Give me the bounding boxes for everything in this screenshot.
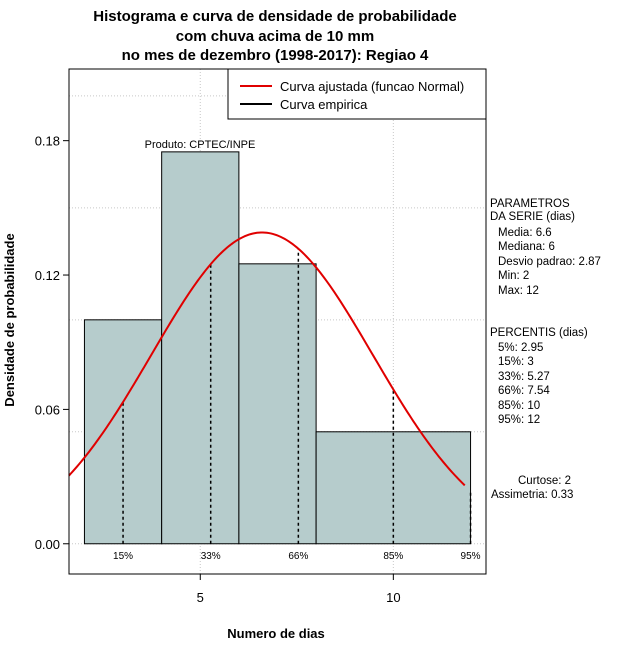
percentil-5: 5%: 2.95: [498, 342, 543, 354]
legend-label-empirical: Curva empirica: [280, 97, 368, 112]
y-axis-label: Densidade de probabilidade: [2, 233, 17, 406]
percentile-lines-layer: 15% 33% 66% 85% 95%: [113, 248, 481, 562]
chart-title-line-2: com chuva acima de 10 mm: [176, 28, 374, 45]
percentil-33: 33%: 5.27: [498, 371, 550, 383]
legend-label-normal: Curva ajustada (funcao Normal): [280, 79, 464, 94]
params-heading-2: DA SERIE (dias): [490, 211, 575, 223]
histogram-bar-0: [83, 319, 163, 545]
percentil-66: 66%: 7.54: [498, 385, 550, 397]
normal-curve: [68, 231, 466, 487]
param-min: Min: 2: [498, 270, 529, 282]
percentil-15: 15%: 3: [498, 356, 534, 368]
percentile-label-2: 66%: [288, 551, 308, 562]
y-tick-label-2: 0.12: [35, 268, 60, 283]
percentile-label-0: 15%: [113, 551, 133, 562]
x-tick-label-1: 10: [386, 590, 400, 605]
chart-title-line-1: Histograma e curva de densidade de proba…: [93, 8, 456, 25]
legend-box: [227, 68, 487, 120]
params-heading-1: PARAMETROS: [490, 198, 570, 210]
percentis-heading: PERCENTIS (dias): [490, 327, 588, 339]
x-tick-label-0: 5: [197, 590, 204, 605]
param-max: Max: 12: [498, 285, 539, 297]
y-tick-label-3: 0.18: [35, 134, 60, 149]
percentile-label-4: 95%: [461, 551, 481, 562]
curve-layer: [68, 231, 466, 487]
legend: Curva ajustada (funcao Normal) Curva emp…: [227, 68, 487, 120]
axis-layer: 0.00 0.06 0.12 0.18 5 10: [35, 134, 401, 605]
histogram-bar-2: [238, 263, 317, 545]
source-note: Produto: CPTEC/INPE: [145, 139, 256, 151]
percentile-label-3: 85%: [383, 551, 403, 562]
percentil-95: 95%: 12: [498, 414, 540, 426]
bar-layer: [83, 151, 472, 545]
param-mediana: Mediana: 6: [498, 241, 555, 253]
curtose-value: Curtose: 2: [518, 475, 571, 487]
assimetria-value: Assimetria: 0.33: [491, 489, 573, 501]
percentile-label-1: 33%: [201, 551, 221, 562]
side-panel: PARAMETROS DA SERIE (dias) Media: 6.6 Me…: [490, 198, 601, 501]
percentil-85: 85%: 10: [498, 400, 540, 412]
param-media: Media: 6.6: [498, 227, 552, 239]
histogram-bar-1: [161, 151, 240, 545]
y-tick-label-1: 0.06: [35, 402, 60, 417]
chart-title-line-3: no mes de dezembro (1998-2017): Regiao 4: [122, 47, 429, 64]
x-axis-label: Numero de dias: [227, 626, 325, 641]
y-tick-label-0: 0.00: [35, 537, 60, 552]
param-desvio: Desvio padrao: 2.87: [498, 256, 601, 268]
